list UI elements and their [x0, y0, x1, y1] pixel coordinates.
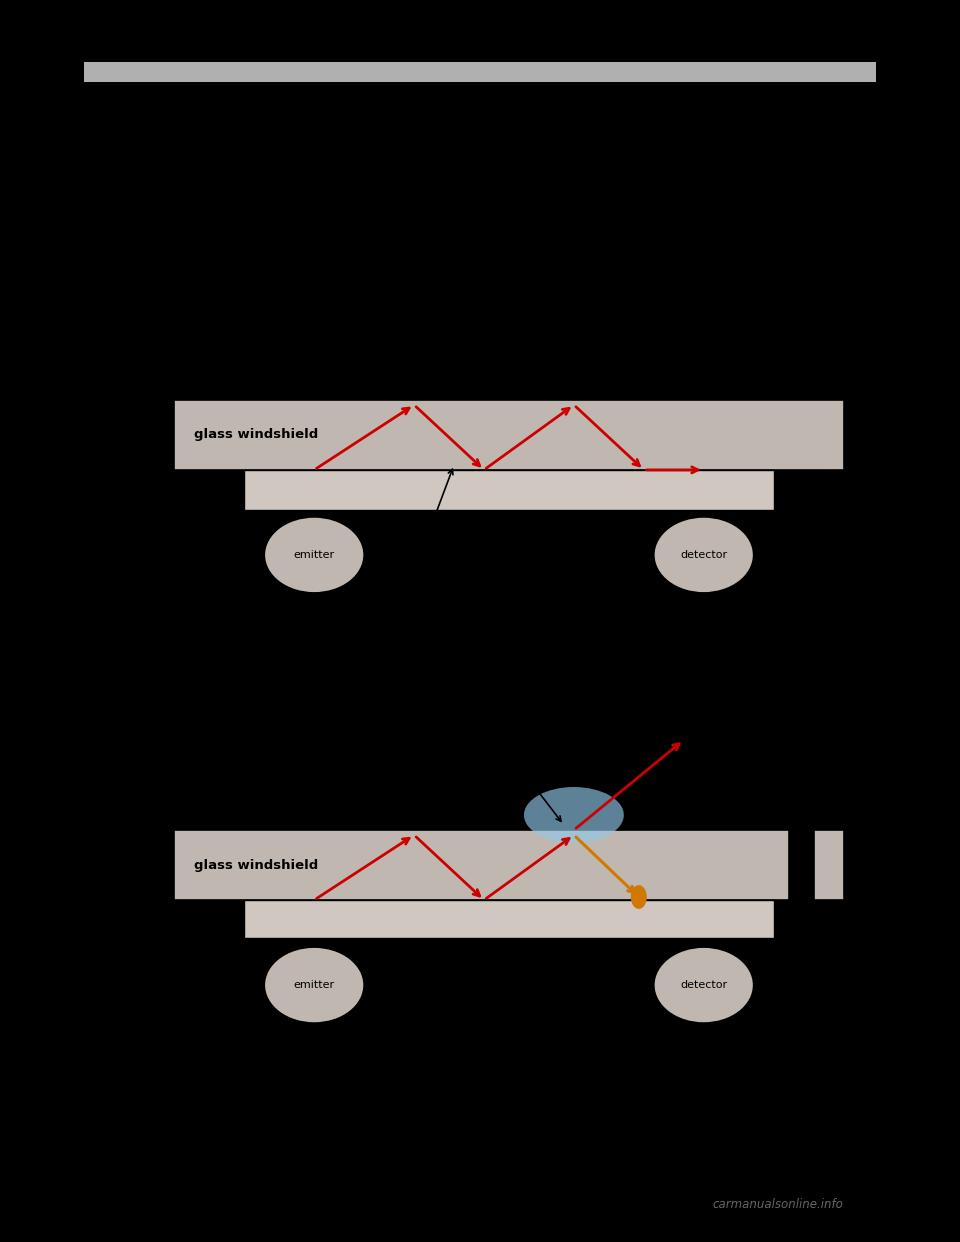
Text: Principle of Operation: Principle of Operation: [103, 108, 275, 122]
Ellipse shape: [264, 948, 364, 1023]
Bar: [175, 830, 788, 900]
Text: The density of water is closer to that of glass than air.   When rain starts to : The density of water is closer to that o…: [103, 620, 673, 688]
Text: glass windshield: glass windshield: [194, 428, 319, 441]
Ellipse shape: [264, 517, 364, 592]
Text: The intensity of the returned infra red beam diminishes proportionally with an i: The intensity of the returned infra red …: [103, 1040, 664, 1090]
Text: detector: detector: [681, 980, 728, 990]
Bar: [84, 62, 876, 82]
Text: The rain sensor evaluation elec-
tronics determines the windshield
has a few rai: The rain sensor evaluation elec- tronics…: [103, 740, 318, 790]
Bar: [244, 469, 774, 510]
Text: emitter: emitter: [294, 980, 335, 990]
Text: 12510114.eps: 12510114.eps: [733, 595, 808, 605]
Text: droplet of water: droplet of water: [444, 735, 579, 750]
Text: 12510115.eps: 12510115.eps: [733, 1015, 808, 1025]
Text: glass windshield: glass windshield: [194, 858, 319, 872]
Text: detector: detector: [681, 550, 728, 560]
Bar: [244, 900, 774, 938]
Text: emitter: emitter: [294, 550, 335, 560]
Bar: [175, 400, 844, 469]
Text: carmanualsonline.info: carmanualsonline.info: [712, 1199, 844, 1211]
Text: The beam is reflected back into the windshield due to the density difference of : The beam is reflected back into the wind…: [103, 240, 684, 327]
Ellipse shape: [524, 787, 624, 843]
Ellipse shape: [654, 948, 754, 1023]
Text: The optical infra red portion of the sensor operates by the principle of refract: The optical infra red portion of the sen…: [103, 140, 670, 209]
Ellipse shape: [654, 517, 754, 592]
Circle shape: [631, 886, 647, 909]
Text: RAIN SENSOR PRISM  OPTICS: RAIN SENSOR PRISM OPTICS: [264, 595, 505, 610]
Bar: [813, 830, 844, 900]
Text: The GM activates the intermittent wipe cycle if the windshield wiper stalk switc: The GM activates the intermittent wipe c…: [103, 1120, 667, 1170]
